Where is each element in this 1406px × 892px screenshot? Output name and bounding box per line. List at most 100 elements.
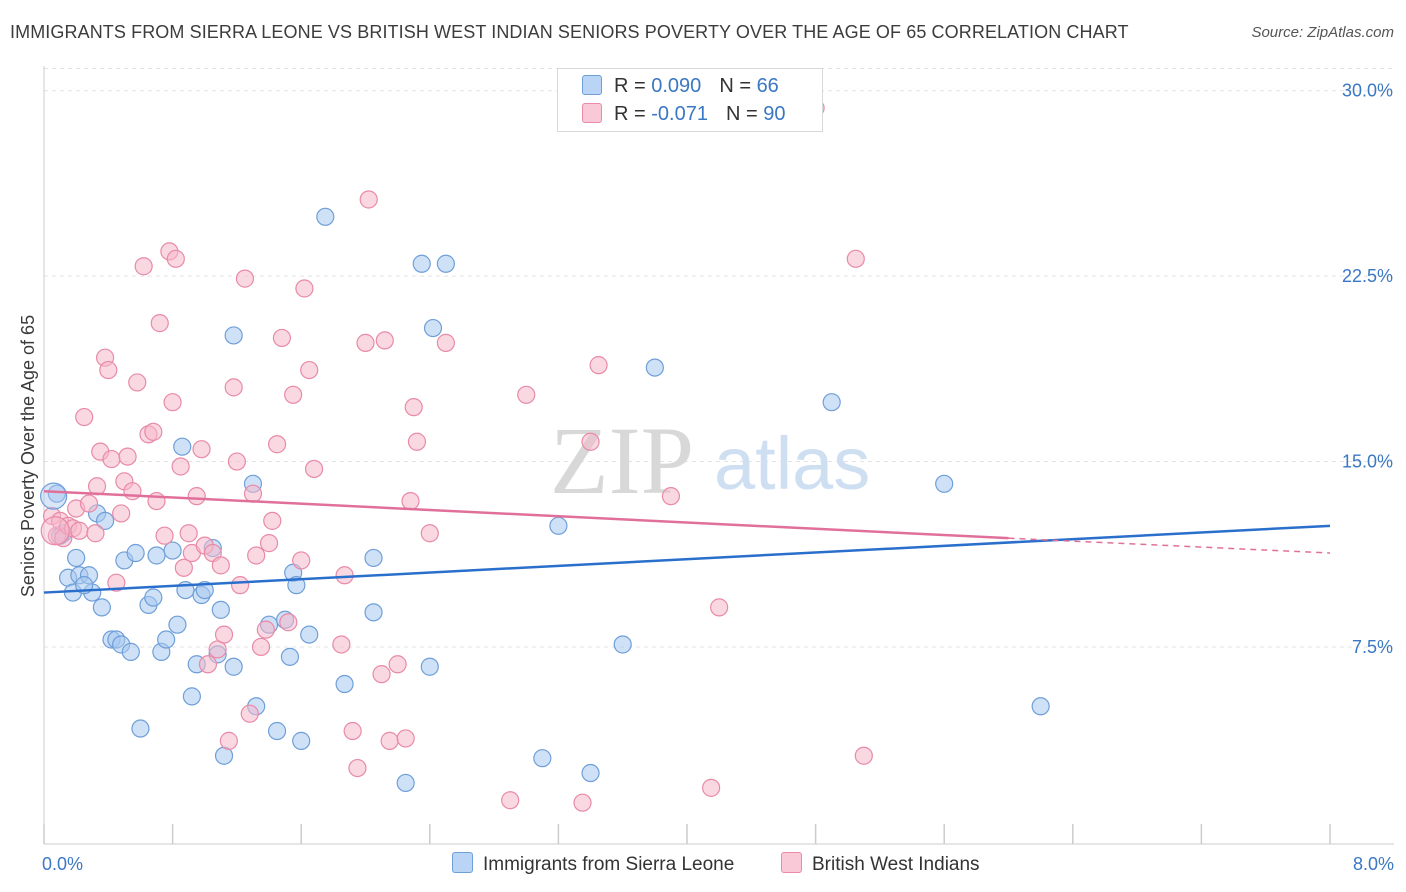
- sierra-leone-point-49: [364, 548, 383, 568]
- sierra-leone-point-25: [173, 437, 192, 456]
- british-west-indian-point-89: [854, 746, 873, 765]
- british-west-indian-point-20: [123, 482, 142, 501]
- british-west-indian-point-41: [211, 556, 230, 575]
- british-west-indian-point-50: [247, 546, 266, 565]
- sierra-leone-point-58: [581, 763, 600, 783]
- sierra-leone-point-4: [67, 548, 86, 568]
- sierra-leone-point-22: [157, 630, 176, 649]
- british-west-indian-point-36: [192, 440, 211, 459]
- sierra-leone-point-33: [211, 600, 230, 619]
- british-west-indian-point-8: [75, 407, 94, 427]
- sierra-leone-point-16: [126, 543, 145, 563]
- british-west-indian-point-19: [118, 447, 137, 466]
- british-west-indian-point-49: [243, 484, 263, 503]
- british-west-indian-point-7: [70, 521, 89, 540]
- british-west-indian-point-78: [436, 333, 455, 352]
- sierra-leone-point-50: [364, 603, 383, 622]
- british-west-indian-point-32: [174, 558, 193, 577]
- british-west-indian-point-81: [573, 793, 592, 812]
- british-west-indian-point-51: [251, 637, 271, 657]
- sierra-leone-point-10: [95, 511, 115, 530]
- sierra-leone-point-63: [1031, 697, 1050, 716]
- british-west-indian-point-10: [86, 524, 105, 543]
- british-west-indian-point-65: [343, 721, 362, 741]
- british-west-indian-point-70: [375, 331, 394, 350]
- british-west-indian-point-75: [404, 398, 423, 417]
- source-credit: Source: ZipAtlas.com: [1251, 24, 1394, 41]
- british-west-indian-point-27: [155, 526, 174, 545]
- legend-n-label-2: N =: [725, 103, 764, 125]
- british-west-indian-point-74: [401, 491, 420, 511]
- tick-labels: 7.5% 15.0% 22.5% 30.0% 0.0% 8.0%: [42, 81, 1394, 874]
- watermark-atlas: atlas: [714, 422, 870, 505]
- stats-legend-row-series2: R = -0.071 N = 90: [582, 103, 785, 126]
- y-tick-label-0: 7.5%: [1352, 637, 1393, 657]
- sierra-leone-point-57: [549, 516, 568, 535]
- bottom-legend-swatch-pink: [781, 852, 802, 873]
- sierra-leone-cluster: [40, 482, 68, 510]
- british-west-indian-point-60: [295, 279, 314, 298]
- y-tick-label-1: 15.0%: [1342, 452, 1393, 472]
- sierra-leone-point-53: [420, 657, 439, 676]
- sierra-leone-point-55: [436, 254, 455, 273]
- sierra-leone-point-17: [131, 719, 150, 738]
- british-west-indian-point-11: [87, 477, 107, 496]
- sierra-leone-point-24: [168, 615, 187, 634]
- y-tick-label-2: 22.5%: [1342, 266, 1393, 286]
- axes: [43, 66, 1394, 845]
- british-west-indian-point-64: [335, 566, 354, 585]
- british-west-indian-point-56: [272, 328, 292, 348]
- sierra-leone-point-51: [396, 773, 415, 793]
- british-west-indian-point-82: [581, 432, 600, 451]
- british-west-indian-point-61: [300, 360, 319, 380]
- british-west-indian-point-77: [420, 524, 439, 543]
- british-west-indian-point-84: [661, 487, 681, 506]
- british-west-indian-point-55: [267, 435, 287, 454]
- british-west-indian-point-22: [134, 257, 153, 276]
- british-west-indian-point-83: [589, 356, 608, 375]
- british-west-indian-point-35: [187, 487, 206, 506]
- british-west-indian-point-79: [501, 791, 520, 810]
- british-west-indian-point-17: [112, 504, 131, 523]
- british-west-indian-point-26: [150, 314, 169, 333]
- british-west-indian-point-66: [348, 758, 367, 778]
- british-west-indian-point-57: [279, 613, 298, 632]
- sierra-leone-point-60: [645, 358, 664, 377]
- british-west-indian-point-48: [240, 704, 259, 723]
- legend-r-value-2: -0.071: [651, 103, 708, 125]
- british-west-indian-point-14: [99, 360, 118, 380]
- legend-r-label-2: R =: [614, 103, 652, 125]
- sierra-leone-point-35: [224, 657, 243, 676]
- british-west-indian-point-25: [147, 491, 166, 511]
- sierra-leone-point-0: [47, 484, 66, 503]
- british-west-indian-point-72: [388, 655, 407, 674]
- british-west-indian-point-33: [179, 524, 198, 543]
- british-west-indian-point-68: [359, 190, 378, 209]
- sierra-leone-point-15: [121, 642, 140, 661]
- sierra-leone-point-23: [163, 541, 182, 560]
- sierra-leone-point-46: [300, 625, 319, 644]
- british-west-indian-point-44: [224, 378, 243, 397]
- bottom-legend-item-sierra-leone[interactable]: Immigrants from Sierra Leone: [452, 852, 734, 876]
- data-points: [40, 98, 1050, 812]
- british-west-indian-point-9: [79, 494, 99, 513]
- gridlines: [44, 67, 1394, 648]
- sierra-leone-point-47: [316, 207, 335, 226]
- sierra-leone-point-9: [92, 598, 111, 617]
- bottom-legend-item-british-west-indians[interactable]: British West Indians: [781, 852, 980, 876]
- sierra-leone-point-59: [613, 635, 632, 654]
- sierra-leone-point-20: [147, 546, 166, 565]
- british-west-indian-point-52: [256, 620, 275, 639]
- british-west-indian-point-86: [710, 598, 729, 617]
- y-tick-label-3: 30.0%: [1342, 81, 1393, 101]
- legend-swatch-blue: [582, 75, 602, 95]
- british-west-indian-point-47: [235, 269, 255, 288]
- x-tick-label-0: 0.0%: [42, 854, 83, 874]
- sierra-leone-point-19: [144, 588, 163, 607]
- british-west-indian-point-29: [163, 393, 182, 412]
- sierra-leone-point-27: [182, 687, 201, 706]
- sierra-leone-point-42: [280, 647, 300, 666]
- sierra-leone-point-48: [335, 674, 354, 694]
- legend-r-label-1: R =: [614, 75, 652, 97]
- british-west-indian-point-53: [259, 534, 279, 553]
